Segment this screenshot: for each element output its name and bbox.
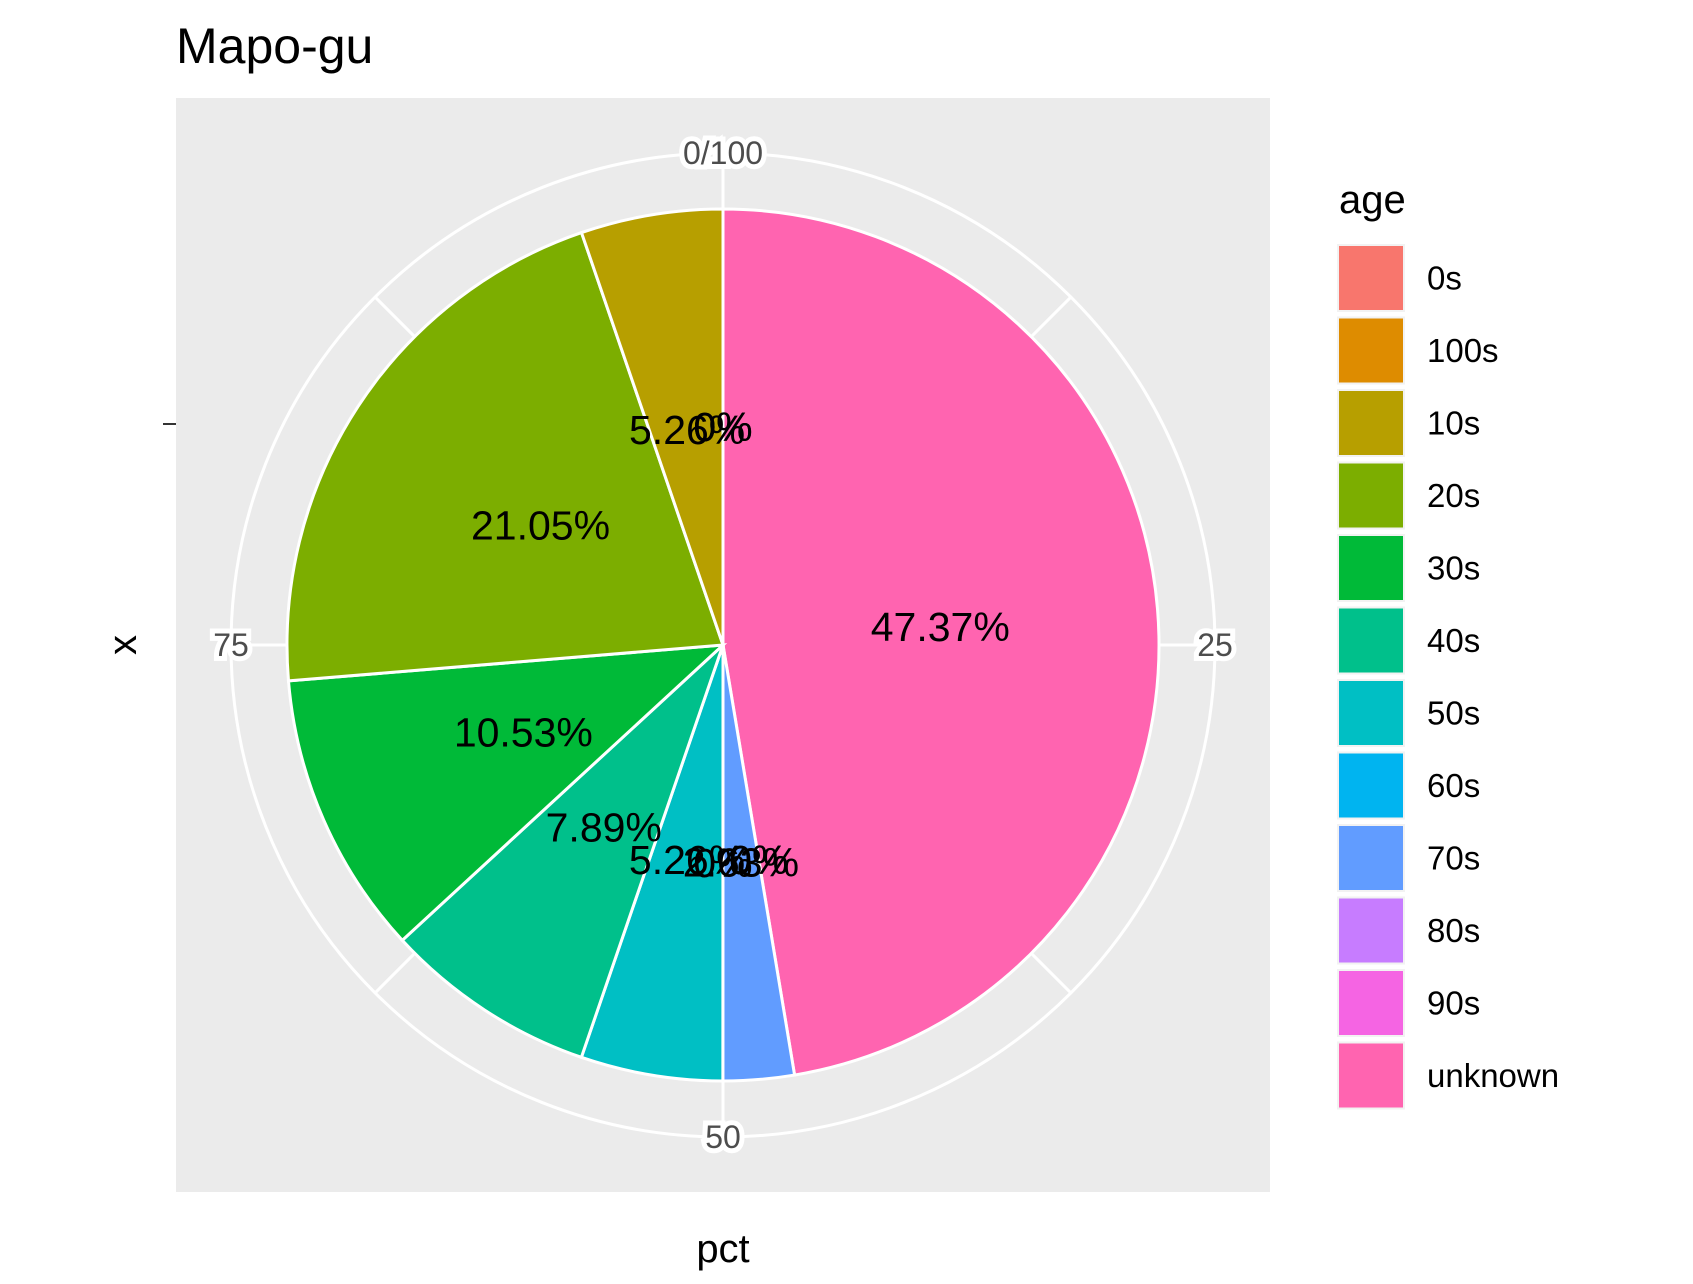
legend-key-10s: [1339, 391, 1403, 455]
legend-key-100s: [1339, 318, 1403, 383]
legend-key-60s: [1339, 753, 1403, 818]
angular-tick-label: 75: [213, 627, 249, 663]
legend-key-20s: [1339, 463, 1403, 528]
slice-label-0s: 0%: [693, 404, 752, 450]
legend-key-unknown: [1339, 1043, 1403, 1108]
pie-slice-50s: [579, 644, 725, 1083]
x-axis-title: pct: [696, 1227, 749, 1271]
slice-labels: 47.37%0%0%2.63%0%5.26%7.89%10.53%21.05%5…: [454, 404, 1010, 886]
legend-key-90s: [1339, 971, 1403, 1035]
legend-label-0s: 0s: [1427, 260, 1462, 297]
pie-slices: [285, 207, 1161, 1083]
legend-label-90s: 90s: [1427, 985, 1480, 1022]
legend-label-40s: 40s: [1427, 622, 1480, 659]
legend-key-80s: [1339, 898, 1403, 963]
legend-label-80s: 80s: [1427, 912, 1480, 949]
angular-tick-label: 0/100: [683, 135, 763, 171]
legend-label-20s: 20s: [1427, 477, 1480, 514]
slice-label-50s: 5.26%: [629, 837, 745, 883]
angular-tick-labels: 0/100 25 50 75: [208, 130, 1238, 1160]
slice-label-40s: 7.89%: [546, 804, 662, 850]
slice-label-60s: 0%: [693, 840, 752, 886]
y-axis-title: x: [101, 635, 145, 655]
legend-key-30s: [1339, 536, 1403, 600]
pie-slice-20s: [285, 230, 726, 683]
legend-label-unknown: unknown: [1427, 1057, 1559, 1094]
legend-key-40s: [1339, 608, 1403, 673]
chart-title: Mapo-gu: [176, 18, 373, 74]
legend-key-50s: [1339, 681, 1403, 745]
slice-label-90s: 0%: [729, 837, 788, 883]
slice-label-30s: 10.53%: [454, 710, 593, 756]
legend-label-60s: 60s: [1427, 767, 1480, 804]
legend-label-10s: 10s: [1427, 405, 1480, 442]
legend-label-50s: 50s: [1427, 695, 1480, 732]
pie-slice-30s: [286, 643, 728, 943]
angular-tick-label: 50: [705, 1119, 741, 1155]
legend-label-30s: 30s: [1427, 550, 1480, 587]
slice-label-100s: 0%: [693, 404, 752, 450]
pie-slice-40s: [400, 643, 725, 1060]
legend-key-70s: [1339, 826, 1403, 890]
legend: age 0s 100s 10s 20s 30s 40s 50s 60s 70s 80s 90s unk…: [1337, 178, 1559, 1110]
angular-tick-label: 25: [1197, 627, 1233, 663]
legend-key-0s: [1339, 246, 1403, 310]
pie-slice-unknown: [721, 207, 1161, 1077]
slice-label-20s: 21.05%: [471, 503, 610, 549]
slice-label-unknown: 47.37%: [871, 604, 1010, 650]
pie-slice-10s: [579, 207, 725, 646]
slice-label-10s: 5.26%: [629, 407, 745, 453]
legend-label-100s: 100s: [1427, 332, 1499, 369]
legend-title: age: [1339, 178, 1406, 222]
slice-label-70s: 2.63%: [683, 839, 799, 885]
slice-label-80s: 0%: [729, 837, 788, 883]
legend-label-70s: 70s: [1427, 840, 1480, 877]
